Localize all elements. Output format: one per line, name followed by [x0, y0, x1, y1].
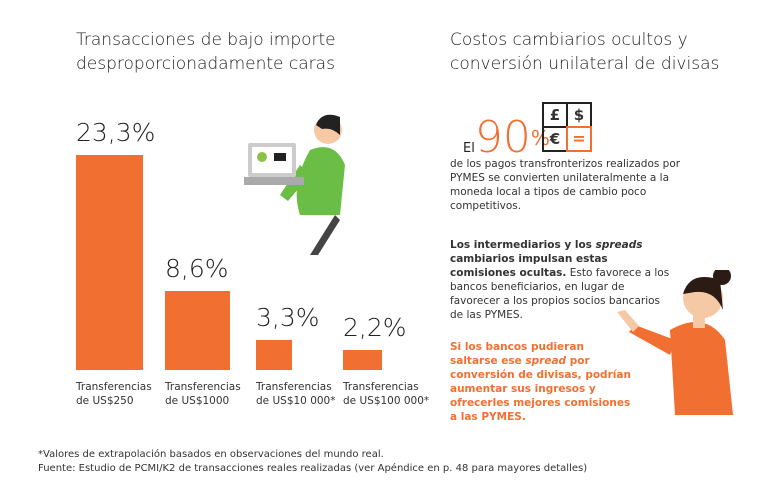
dollar-icon: $: [566, 102, 592, 128]
currency-exchange-icon: £ $ € =: [542, 102, 592, 152]
person-laptop-illustration: [244, 114, 345, 255]
footnote-extrapolation: *Valores de extrapolación basados en obs…: [38, 449, 384, 460]
category-label-line: Transferencias: [165, 381, 241, 393]
equals-icon: =: [566, 126, 592, 152]
stat-block: El90%: [463, 116, 550, 160]
category-label-line: de US$1000: [165, 395, 230, 407]
banks-paragraph: Si los bancos pudieran saltarse ese spre…: [450, 340, 635, 424]
bar-2: [165, 290, 230, 370]
category-label-line: Transferencias: [256, 381, 332, 393]
para2-italic: spreads: [595, 239, 643, 251]
stat-description: de los pagos transfronterizos realizados…: [450, 158, 681, 212]
para3-italic: spread: [525, 355, 567, 367]
bar-value-label: 3,3%: [256, 302, 320, 332]
para2-bold: Los intermediarios y los: [450, 239, 596, 251]
woman-pointing-illustration: [617, 270, 733, 415]
bar-1: [76, 155, 143, 370]
right-title-line1: Costos cambiarios ocultos y: [450, 30, 688, 50]
stat-value: 90: [474, 112, 531, 163]
right-title: Costos cambiarios ocultos y conversión u…: [450, 28, 719, 76]
left-title: Transacciones de bajo importe desproporc…: [76, 28, 336, 76]
intermediaries-paragraph: Los intermediarios y los spreads cambiar…: [450, 238, 675, 322]
para3-a: Si los bancos pudieran saltarse ese: [450, 341, 584, 367]
category-label-line: Transferencias: [76, 381, 152, 393]
bar-value-label: 8,6%: [165, 253, 229, 283]
category-label: Transferencias de US$250: [76, 380, 152, 408]
left-title-line1: Transacciones de bajo importe: [76, 30, 336, 50]
para2-rest: Esto favorece a los bancos beneficiarios…: [450, 267, 670, 321]
bar-4: [343, 349, 382, 370]
para2-bold2: cambiarios impulsan estas comisiones ocu…: [450, 253, 608, 279]
category-label: Transferencias de US$1000: [165, 380, 241, 408]
category-label-line: de US$10 000*: [256, 395, 336, 407]
bar-3: [256, 339, 292, 370]
category-label: Transferencias de US$100 000*: [343, 380, 429, 408]
right-title-line2: conversión unilateral de divisas: [450, 54, 720, 74]
bar-value-label: 23,3%: [76, 118, 156, 147]
euro-icon: €: [542, 126, 568, 152]
pound-icon: £: [542, 102, 568, 128]
bar-value-label: 2,2%: [343, 312, 407, 342]
category-label-line: de US$100 000*: [343, 395, 430, 407]
category-label-line: Transferencias: [343, 381, 419, 393]
stat-prefix: El: [463, 141, 475, 156]
left-title-line2: desproporcionadamente caras: [76, 54, 335, 74]
stat-unit: %: [530, 126, 550, 150]
category-label: Transferencias de US$10 000*: [256, 380, 335, 408]
para3-b: por conversión de divisas, podrían aumen…: [450, 355, 631, 423]
footnote-source: Fuente: Estudio de PCMI/K2 de transaccio…: [38, 463, 588, 474]
category-label-line: de US$250: [76, 395, 134, 407]
